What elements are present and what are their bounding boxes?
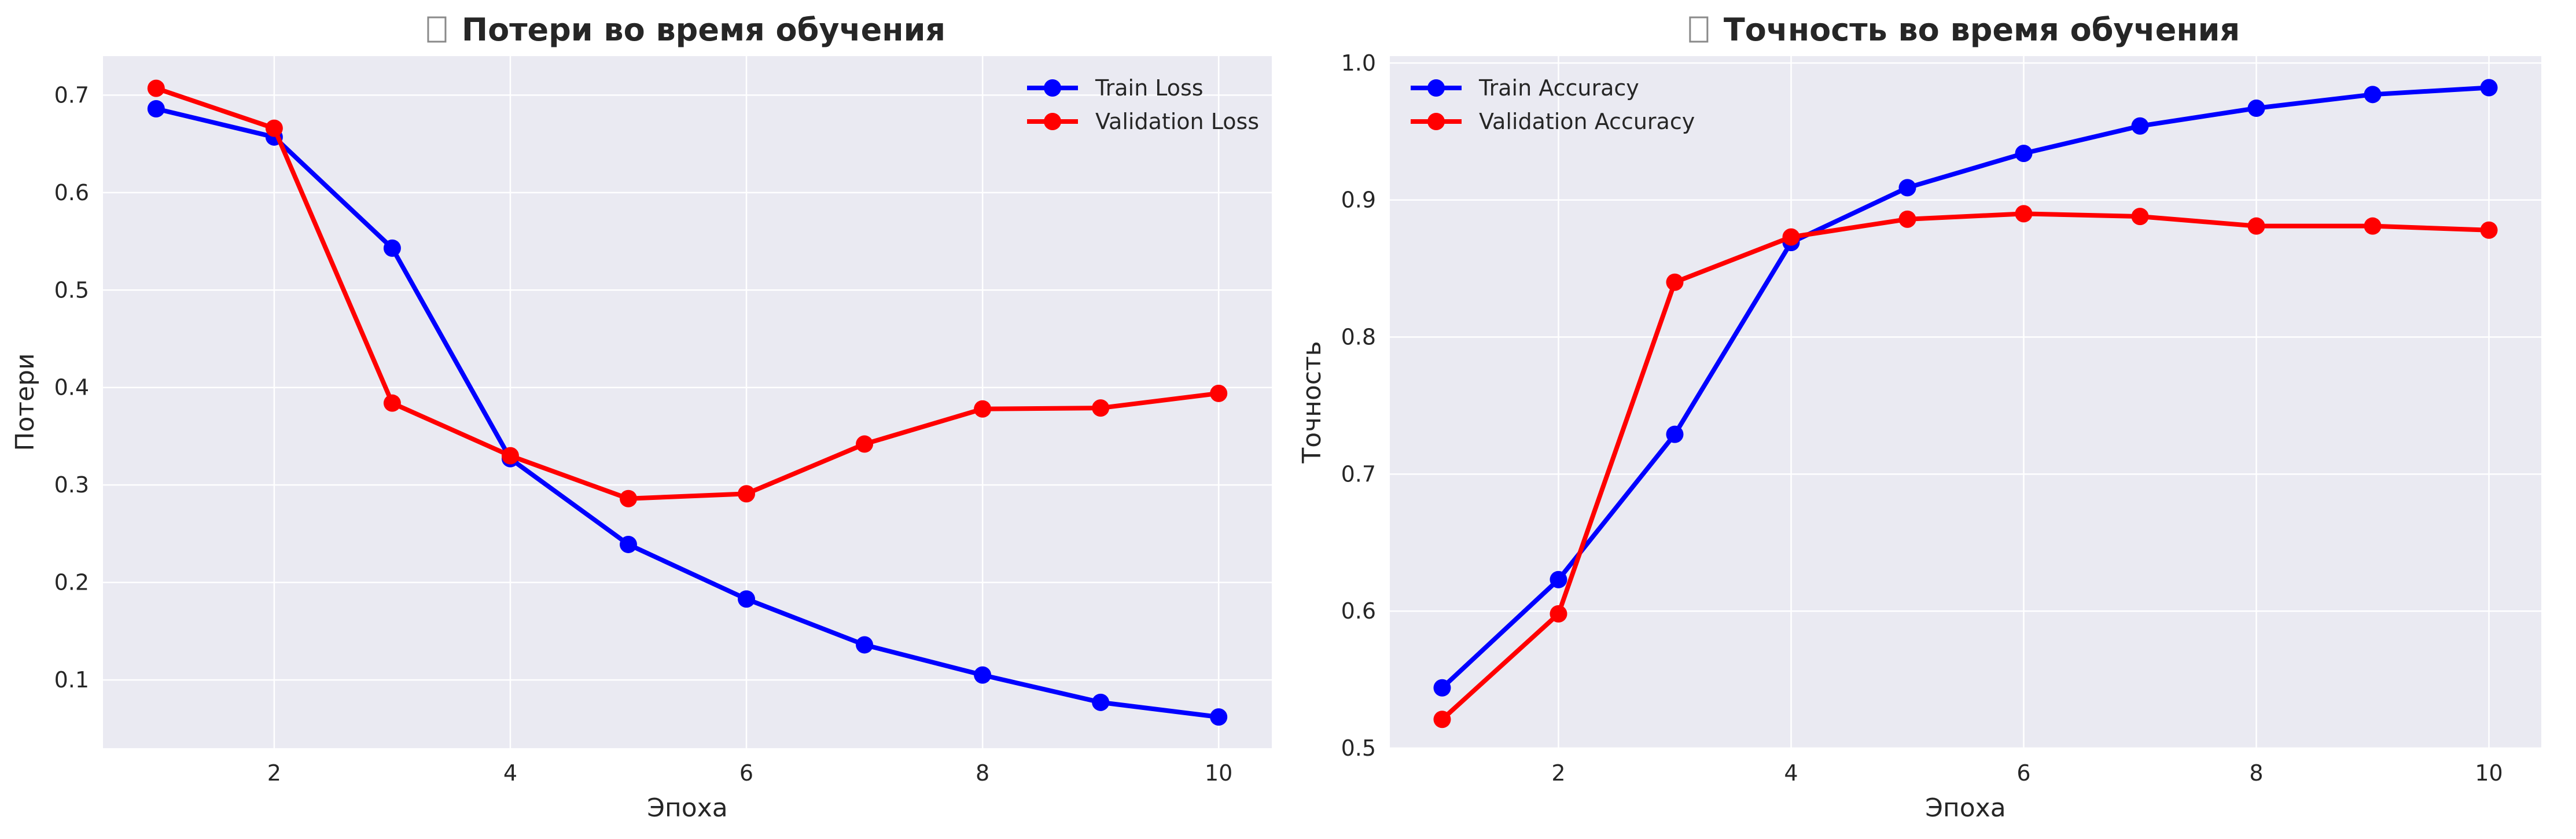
data-point <box>2131 117 2149 135</box>
legend-marker <box>1427 79 1445 97</box>
x-tick-label: 6 <box>2016 760 2030 786</box>
data-point <box>738 485 756 503</box>
legend-label: Validation Loss <box>1095 109 1259 134</box>
data-point <box>974 666 992 684</box>
y-tick-label: 0.6 <box>1341 598 1376 624</box>
data-point <box>1550 605 1567 623</box>
chart-title: Потери во время обучения <box>462 12 945 48</box>
chart-title: Точность во время обучения <box>1724 12 2240 48</box>
data-point <box>1550 571 1567 588</box>
plot-area <box>1390 56 2541 748</box>
data-point <box>383 239 401 257</box>
x-tick-label: 10 <box>2475 760 2503 786</box>
series-line-2 <box>1440 211 2492 722</box>
data-point <box>2364 217 2382 235</box>
data-point <box>1433 711 1451 728</box>
y-tick-label: 0.5 <box>1341 735 1376 761</box>
data-point <box>1782 228 1800 246</box>
data-point <box>619 535 637 553</box>
y-tick-label: 0.1 <box>54 667 89 693</box>
x-tick-label: 4 <box>1784 760 1798 786</box>
data-point <box>2015 205 2033 223</box>
data-point <box>2247 217 2265 235</box>
y-tick-label: 0.9 <box>1341 187 1376 213</box>
missing-glyph-icon <box>427 16 447 43</box>
data-point <box>265 119 283 137</box>
x-axis-label: Эпоха <box>647 793 727 823</box>
y-tick-label: 0.2 <box>54 570 89 595</box>
x-axis-label: Эпоха <box>1925 793 2005 823</box>
x-tick-label: 10 <box>1205 760 1232 786</box>
series-line-1 <box>153 106 1221 720</box>
y-tick-label: 0.3 <box>54 472 89 498</box>
data-point <box>2364 86 2382 104</box>
y-tick-label: 1.0 <box>1341 50 1376 76</box>
y-tick-label: 0.6 <box>54 180 89 205</box>
data-point <box>1666 273 1684 291</box>
data-point <box>856 435 874 453</box>
data-point <box>856 636 874 654</box>
legend-marker <box>1427 113 1445 130</box>
legend-label: Validation Accuracy <box>1479 109 1695 134</box>
y-tick-label: 0.4 <box>54 375 89 400</box>
y-tick-label: 0.7 <box>54 82 89 108</box>
data-point <box>383 394 401 412</box>
data-point <box>2015 145 2033 163</box>
series-line-1 <box>1440 85 2492 690</box>
data-point <box>1210 384 1228 402</box>
y-axis-label: Точность <box>1297 341 1327 463</box>
data-point <box>1898 179 1916 197</box>
data-point <box>147 79 165 97</box>
data-point <box>974 400 992 418</box>
x-tick-label: 6 <box>739 760 753 786</box>
data-point <box>147 100 165 117</box>
data-point <box>2480 221 2498 239</box>
chart-2: 2 4 6 8 10 0.5 0.6 0.7 0.8 0.9 1.0 Эпоха Точность Точ… <box>1297 12 2541 823</box>
legend-marker <box>1044 113 1061 130</box>
y-axis-label: Потери <box>10 353 40 451</box>
data-point <box>1210 708 1228 726</box>
y-tick-label: 0.8 <box>1341 325 1376 350</box>
legend-label: Train Loss <box>1095 75 1204 101</box>
chart-1: 2 4 6 8 10 0.1 0.2 0.3 0.4 0.5 0.6 0.7 Эпоха Потери По… <box>10 12 1272 823</box>
missing-glyph-icon <box>1689 16 1709 43</box>
x-tick-label: 8 <box>2249 760 2263 786</box>
x-tick-label: 2 <box>1551 760 1565 786</box>
legend-marker <box>1044 79 1061 97</box>
plot-area <box>103 56 1272 748</box>
x-tick-label: 8 <box>976 760 989 786</box>
x-tick-label: 4 <box>503 760 517 786</box>
legend-label: Train Accuracy <box>1478 75 1639 101</box>
data-point <box>1092 693 1110 711</box>
series-line-2 <box>153 86 1221 501</box>
data-point <box>1666 425 1684 443</box>
data-point <box>2247 99 2265 117</box>
data-point <box>738 590 756 608</box>
data-point <box>2131 208 2149 226</box>
data-point <box>2480 79 2498 97</box>
y-tick-label: 0.7 <box>1341 461 1376 487</box>
x-tick-label: 2 <box>267 760 281 786</box>
data-point <box>1433 679 1451 697</box>
y-tick-label: 0.5 <box>54 277 89 303</box>
data-point <box>501 447 519 465</box>
data-point <box>619 490 637 507</box>
data-point <box>1092 399 1110 417</box>
data-point <box>1898 210 1916 228</box>
